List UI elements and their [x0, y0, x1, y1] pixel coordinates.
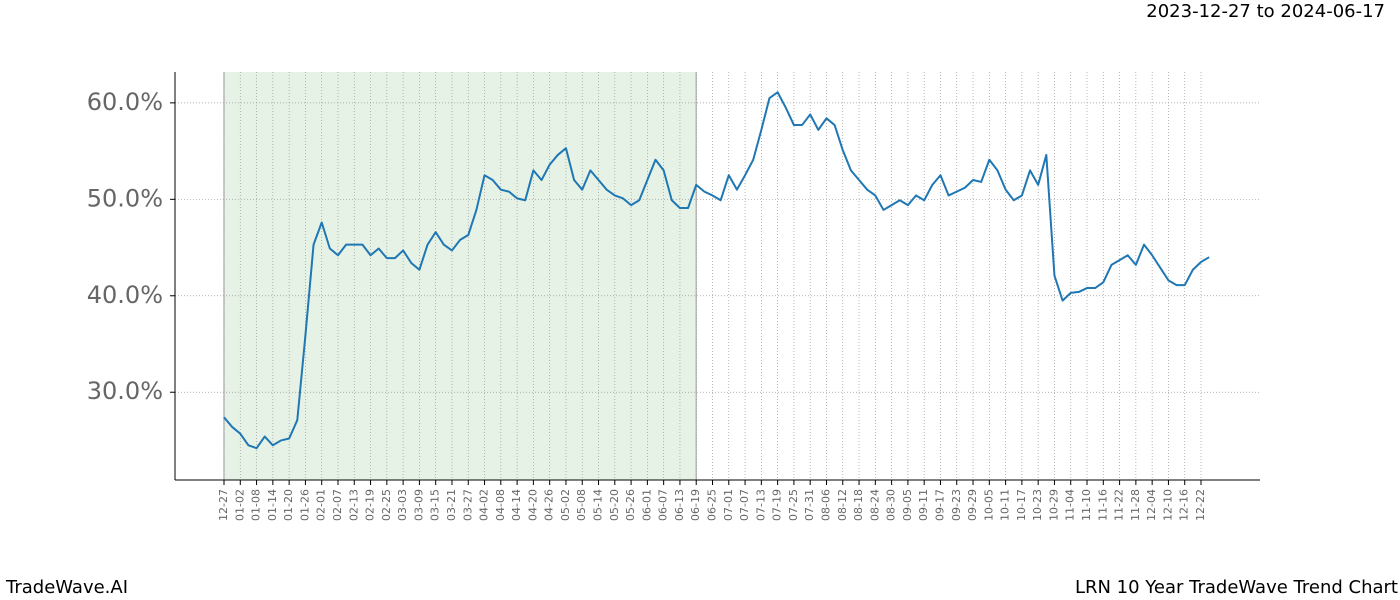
shaded-range	[224, 72, 697, 480]
x-tick-label: 09-05	[901, 489, 914, 521]
y-tick-label: 60.0%	[87, 88, 163, 116]
x-tick-label: 03-27	[461, 489, 474, 521]
x-tick-label: 04-08	[494, 489, 507, 521]
x-tick-label: 03-09	[412, 489, 425, 521]
x-tick-label: 08-30	[885, 489, 898, 521]
x-tick-label: 08-18	[852, 489, 865, 521]
x-tick-label: 01-20	[282, 489, 295, 521]
x-tick-label: 11-28	[1129, 489, 1142, 521]
x-tick-label: 06-25	[706, 489, 719, 521]
x-tick-label: 01-26	[298, 489, 311, 521]
x-tick-label: 01-02	[233, 489, 246, 521]
x-tick-label: 09-23	[950, 489, 963, 521]
x-tick-label: 11-04	[1064, 489, 1077, 521]
x-tick-label: 04-02	[478, 489, 491, 521]
x-tick-label: 07-25	[787, 489, 800, 521]
x-tick-label: 01-08	[250, 489, 263, 521]
x-tick-label: 05-14	[592, 489, 605, 521]
x-tick-label: 03-03	[396, 489, 409, 521]
x-tick-label: 12-16	[1178, 489, 1191, 521]
x-tick-label: 06-13	[673, 489, 686, 521]
x-tick-label: 04-26	[543, 489, 556, 521]
x-tick-label: 06-19	[689, 489, 702, 521]
chart-title: LRN 10 Year TradeWave Trend Chart	[1075, 577, 1398, 598]
x-tick-label: 03-21	[445, 489, 458, 521]
x-tick-label: 01-14	[266, 489, 279, 521]
y-tick-label: 30.0%	[87, 377, 163, 405]
x-tick-label: 02-19	[364, 489, 377, 521]
x-tick-label: 08-24	[868, 489, 881, 521]
x-tick-label: 05-08	[575, 489, 588, 521]
x-tick-label: 12-04	[1145, 489, 1158, 521]
x-tick-label: 09-11	[917, 489, 930, 521]
x-tick-label: 02-01	[315, 489, 328, 521]
x-tick-label: 06-07	[657, 489, 670, 521]
date-range: 2023-12-27 to 2024-06-17	[1146, 1, 1385, 22]
x-tick-label: 06-01	[640, 489, 653, 521]
x-tick-label: 03-15	[429, 489, 442, 521]
x-tick-label: 02-25	[380, 489, 393, 521]
x-tick-label: 10-29	[1047, 489, 1060, 521]
x-tick-label: 04-20	[526, 489, 539, 521]
x-tick-label: 10-11	[999, 489, 1012, 521]
x-tick-label: 10-05	[982, 489, 995, 521]
x-tick-label: 05-20	[608, 489, 621, 521]
x-tick-label: 04-14	[510, 489, 523, 521]
x-tick-label: 12-27	[217, 489, 230, 521]
x-tick-label: 09-17	[933, 489, 946, 521]
x-tick-label: 12-10	[1161, 489, 1174, 521]
x-tick-label: 10-23	[1031, 489, 1044, 521]
x-tick-label: 02-13	[347, 489, 360, 521]
y-tick-label: 50.0%	[87, 184, 163, 212]
brand: TradeWave.AI	[5, 577, 128, 598]
x-tick-label: 07-07	[738, 489, 751, 521]
x-tick-label: 05-26	[624, 489, 637, 521]
x-tick-label: 10-17	[1015, 489, 1028, 521]
x-tick-label: 05-02	[559, 489, 572, 521]
x-tick-label: 08-06	[819, 489, 832, 521]
x-tick-label: 11-10	[1080, 489, 1093, 521]
x-tick-label: 07-13	[754, 489, 767, 521]
x-tick-label: 07-31	[803, 489, 816, 521]
x-tick-label: 08-12	[836, 489, 849, 521]
x-tick-label: 02-07	[331, 489, 344, 521]
x-tick-label: 09-29	[966, 489, 979, 521]
x-tick-label: 07-01	[722, 489, 735, 521]
y-tick-label: 40.0%	[87, 281, 163, 309]
x-tick-label: 12-22	[1194, 489, 1207, 521]
x-tick-label: 11-16	[1096, 489, 1109, 521]
x-tick-label: 11-22	[1113, 489, 1126, 521]
trend-line	[223, 91, 1210, 450]
x-tick-label: 07-19	[771, 489, 784, 521]
